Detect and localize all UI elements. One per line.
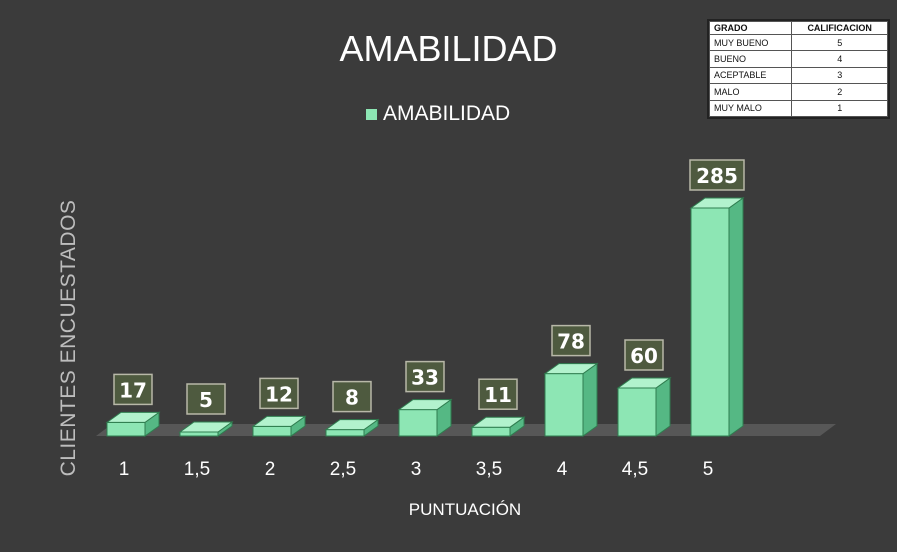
bar [179, 431, 219, 437]
data-label: 11 [484, 383, 512, 407]
y-axis-label: CLIENTES ENCUESTADOS [57, 199, 80, 477]
data-label-box [689, 159, 745, 191]
x-tick-label: 3 [411, 459, 422, 480]
x-axis-label: PUNTUACIÓN [408, 500, 522, 519]
table-cell: 1 [791, 99, 888, 118]
table-header: CALIFICACION [791, 21, 888, 35]
data-label-box [332, 380, 372, 413]
x-tick-label: 5 [703, 459, 714, 480]
legend-swatch [366, 108, 377, 120]
data-label: 285 [696, 164, 738, 188]
x-tick-label: 2 [265, 459, 276, 480]
table-cell: ACEPTABLE [708, 66, 793, 85]
table-cell: 2 [791, 83, 888, 101]
bar-top [543, 363, 599, 375]
data-label-box [259, 377, 299, 410]
data-label-box [186, 383, 226, 415]
chart-legend: AMABILIDAD [366, 102, 510, 126]
bar-top [689, 197, 745, 209]
x-tick-label: 1 [119, 459, 130, 480]
data-label: 5 [199, 388, 213, 412]
bar [617, 387, 657, 437]
data-label-box [551, 324, 591, 357]
legend-label: AMABILIDAD [383, 102, 511, 125]
table-cell: BUENO [708, 50, 793, 68]
table-row: MUY BUENO 5 [708, 33, 888, 52]
table-row: MUY MALO 1 [708, 99, 888, 118]
chart-title: AMABILIDAD [339, 28, 558, 69]
data-label-box [624, 339, 664, 371]
table-header: GRADO [708, 21, 793, 35]
table-cell: 5 [791, 33, 888, 52]
bar [690, 207, 730, 437]
data-label: 12 [265, 382, 293, 406]
bar-top [324, 419, 380, 431]
table-cell: 3 [791, 66, 888, 85]
bar [398, 409, 438, 437]
bar-side [582, 362, 598, 437]
table-cell: MUY MALO [708, 99, 793, 118]
x-tick-label: 1,5 [184, 459, 210, 480]
bar-top [470, 416, 526, 428]
bar [544, 373, 584, 437]
bar [252, 425, 292, 437]
rating-reference-table: GRADO CALIFICACION MUY BUENO 5 BUENO 4 A… [707, 19, 890, 119]
x-tick-label: 4,5 [622, 459, 648, 480]
bar-top [105, 411, 161, 423]
bar-top [251, 415, 307, 427]
bar [471, 426, 511, 437]
data-label: 78 [557, 330, 585, 354]
x-tick-label: 4 [557, 459, 568, 480]
bar-top [397, 399, 453, 411]
bar-top [616, 377, 672, 389]
data-label: 60 [630, 344, 658, 368]
table-cell: 4 [791, 50, 888, 68]
table-row: MALO 2 [708, 83, 888, 101]
bar-side [728, 197, 744, 437]
bar [325, 429, 365, 437]
table-cell: MUY BUENO [708, 33, 793, 52]
data-label-box [113, 373, 153, 406]
data-label: 8 [345, 386, 359, 410]
table-row: ACEPTABLE 3 [708, 66, 888, 85]
data-label-box [405, 360, 445, 393]
data-label: 33 [411, 366, 439, 390]
data-label: 17 [119, 378, 147, 402]
table-header-row: GRADO CALIFICACION [708, 21, 888, 35]
bar-top [178, 421, 234, 433]
x-tick-label: 3,5 [476, 459, 502, 480]
table-row: BUENO 4 [708, 50, 888, 68]
table-cell: MALO [708, 83, 793, 101]
data-label-box [478, 378, 518, 410]
x-tick-label: 2,5 [330, 459, 356, 480]
bar [106, 421, 146, 437]
